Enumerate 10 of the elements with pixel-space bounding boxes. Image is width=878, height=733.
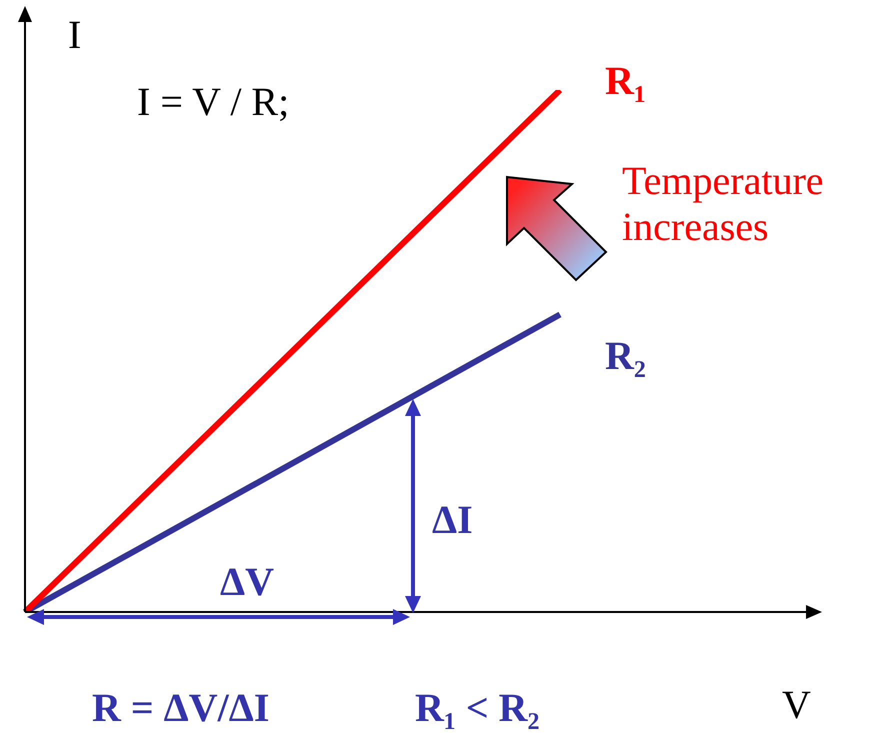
y-axis-title: I	[68, 12, 82, 57]
series-label: R₁	[605, 58, 646, 103]
series-label: R₂	[605, 333, 646, 378]
text: R₁ < R₂	[415, 685, 540, 730]
annotation: I = V / R;	[137, 79, 290, 124]
annotation: ΔI	[432, 497, 473, 542]
text: R = ΔV/ΔI	[92, 685, 270, 730]
x-axis-title: V	[782, 682, 811, 727]
annotation: Temperature increases	[622, 158, 825, 250]
annotation: ΔV	[220, 559, 274, 604]
